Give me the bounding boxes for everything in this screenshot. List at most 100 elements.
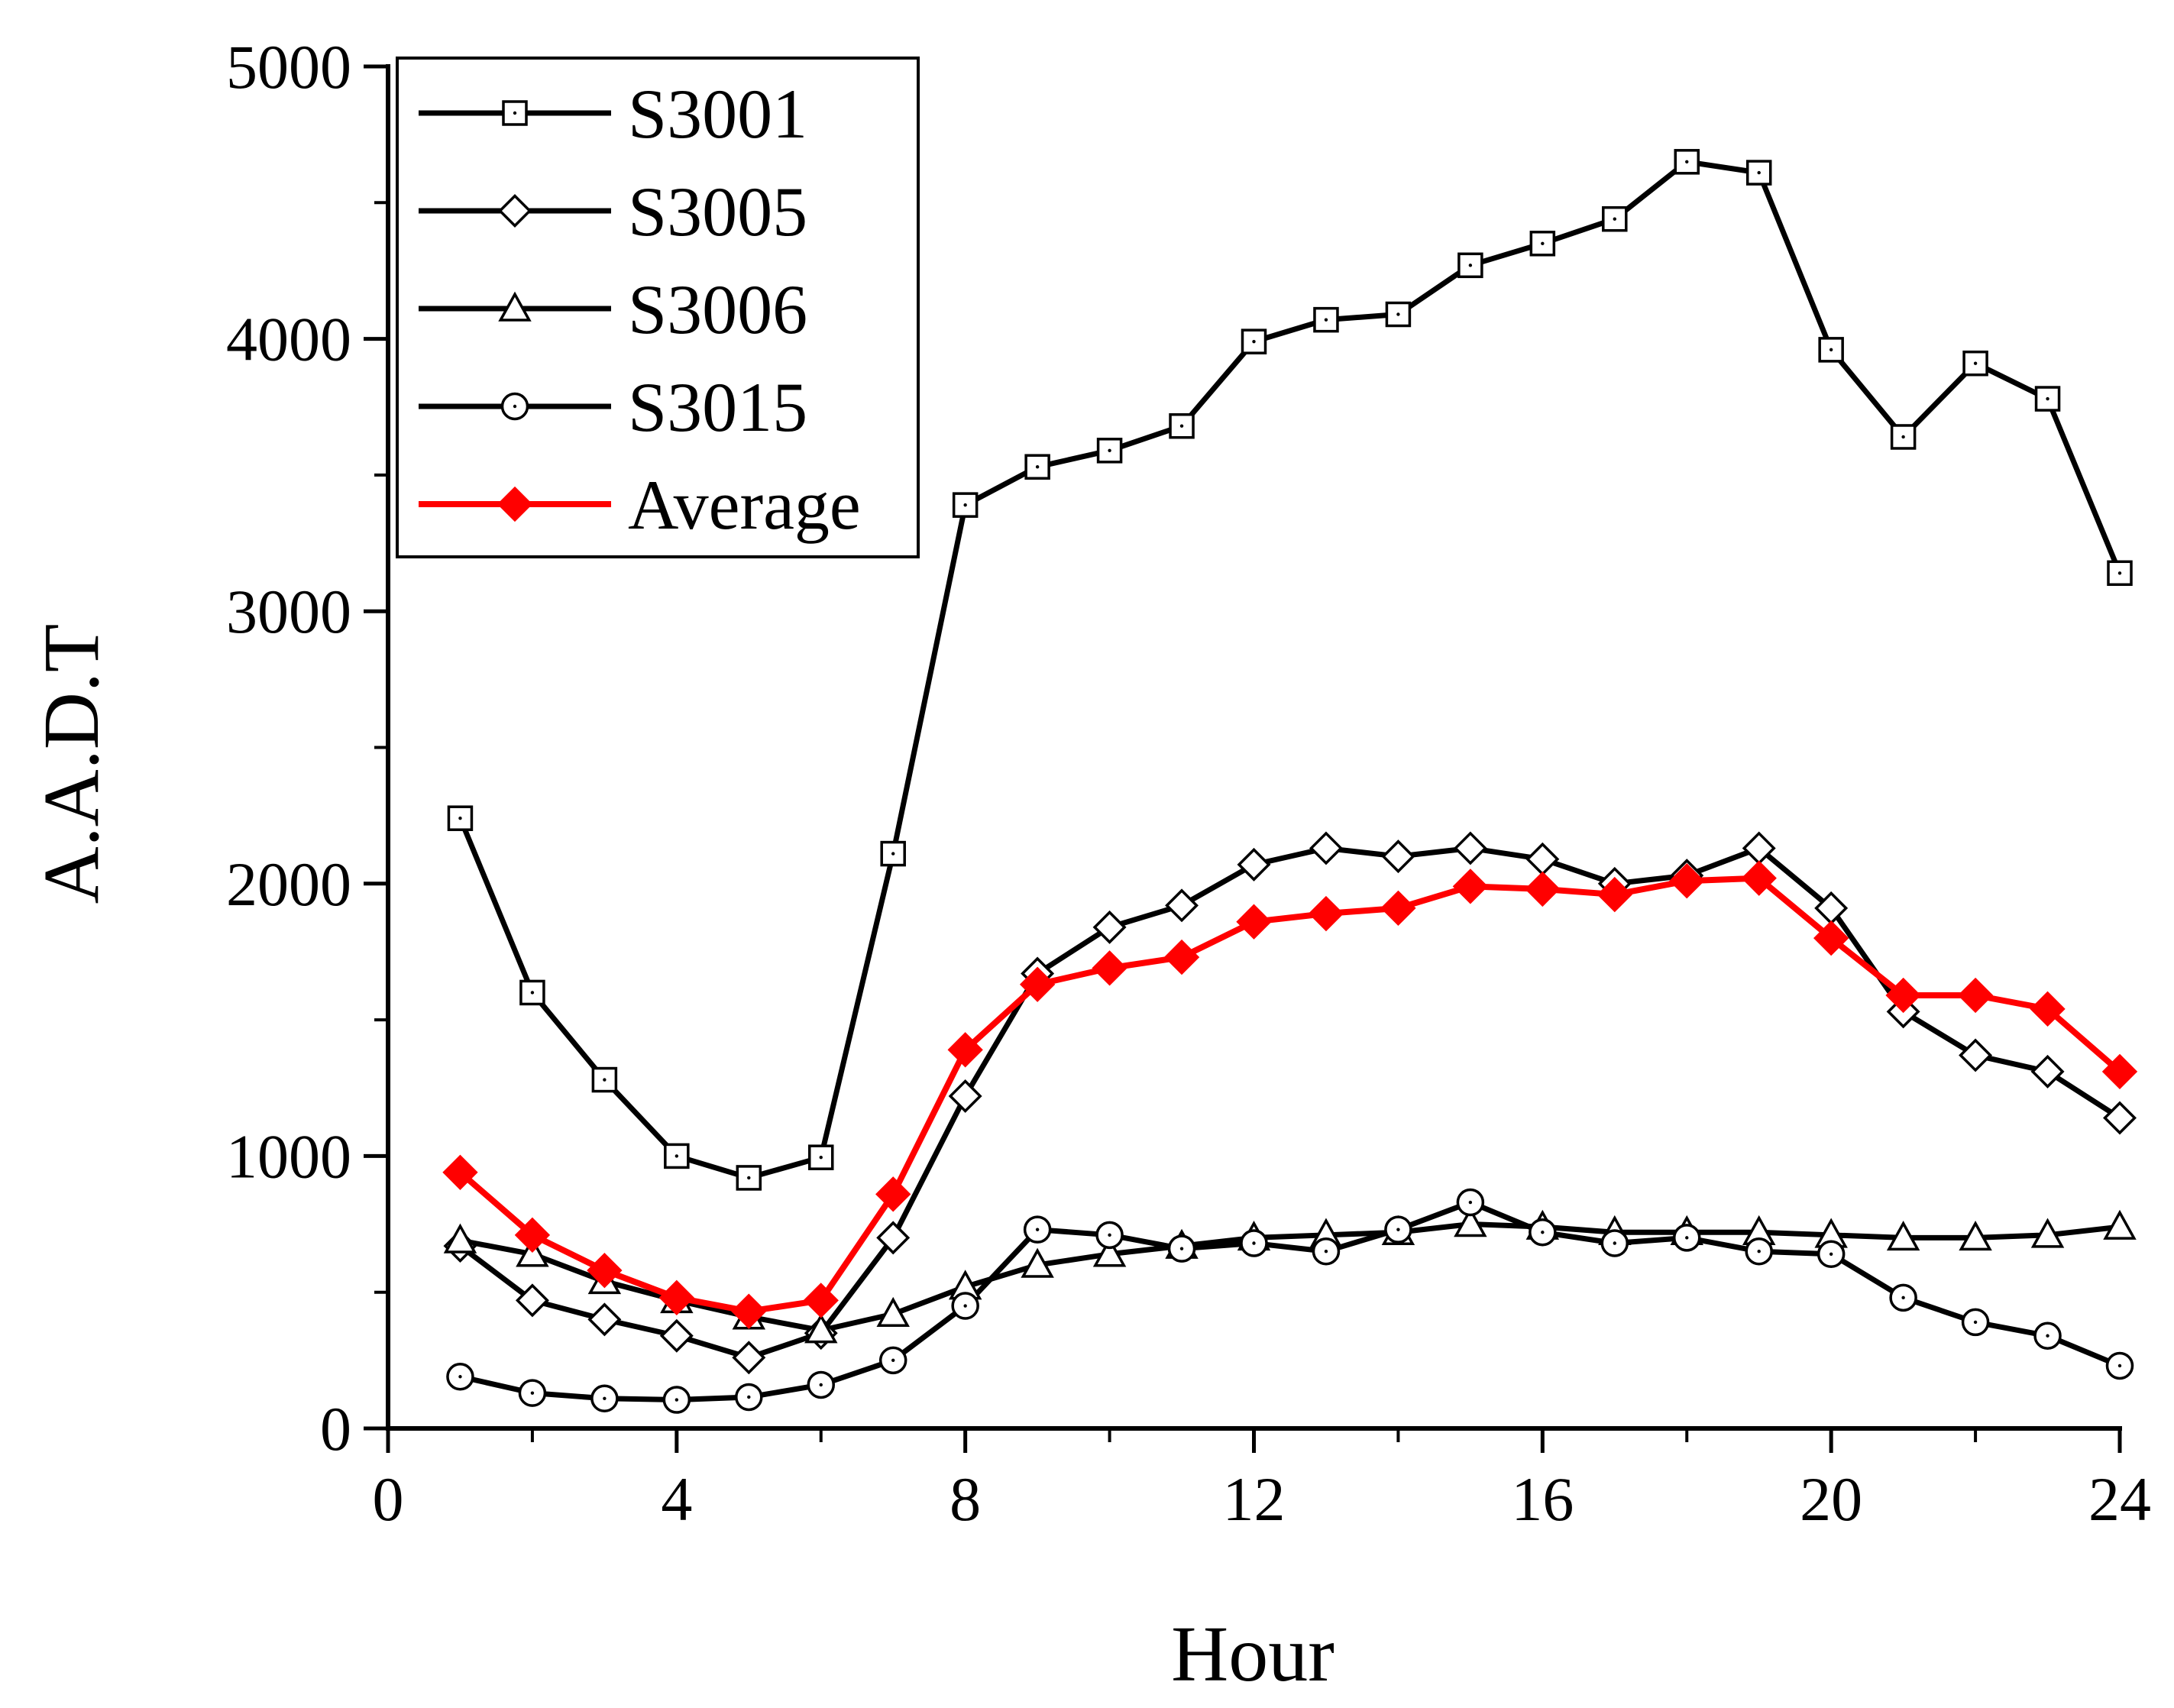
point-s3001-16-shape [1529,231,1556,257]
point-s3015-5-dot [747,1395,751,1399]
legend: S3001 S3005 S3006 S3015 Average [396,57,920,558]
series-line-s3005 [457,845,2123,1360]
point-s3015-7-dot [891,1358,895,1363]
point-s3005-11 [1165,888,1199,923]
point-s3015-15-dot [1468,1200,1473,1205]
point-s3005-4 [659,1318,694,1353]
point-s3015-18-dot [1685,1236,1689,1240]
point-s3006-15 [1454,1207,1487,1237]
point-s3015-23 [2033,1321,2062,1351]
legend-marker-average [497,486,533,522]
point-s3001-8-dot [963,503,967,507]
point-s3001-18-dot [1685,160,1689,164]
point-s3015-12-dot [1252,1241,1256,1245]
point-s3001-11 [1169,412,1195,439]
legend-label-s3005: S3005 [628,173,807,251]
series-points-s3006 [443,1207,2137,1344]
point-s3001-12 [1241,328,1267,354]
x-tick-label-4: 4 [661,1464,692,1534]
point-s3015-12 [1240,1229,1268,1257]
point-s3015-15 [1456,1188,1485,1217]
point-s3015-10-dot [1108,1233,1111,1237]
point-s3001-24-shape [2107,560,2133,587]
y-tick-label-5000: 5000 [226,32,351,102]
x-tick-label-20: 20 [1800,1464,1862,1534]
x-axis-title: Hour [1171,1610,1334,1698]
x-tick-label-16: 16 [1511,1464,1574,1534]
point-s3005-22 [1959,1038,1993,1072]
point-s3001-3 [591,1066,618,1093]
point-s3015-24 [2105,1351,2134,1380]
point-s3015-16 [1529,1218,1557,1247]
axes: 0 4 8 12 16 20 24 0 1000 2000 3000 4000 5000 [226,32,2151,1534]
point-s3015-4-dot [675,1398,679,1402]
point-s3015-8 [951,1292,979,1320]
point-s3001-7 [880,840,906,867]
point-s3015-19-dot [1757,1250,1761,1254]
point-s3001-12-dot [1252,339,1256,344]
point-s3005-3 [587,1302,622,1337]
point-s3015-23-dot [2046,1334,2049,1338]
point-s3015-5 [735,1383,763,1412]
y-tick-label-1000: 1000 [226,1121,351,1191]
y-tick-label-2000: 2000 [226,849,351,919]
point-s3001-3-dot [603,1078,607,1082]
point-s3015-3-dot [603,1396,607,1400]
point-s3015-20-dot [1829,1252,1833,1256]
point-s3001-19-dot [1757,170,1761,175]
point-s3015-11-dot [1179,1247,1184,1250]
point-s3001-15-dot [1468,264,1473,267]
point-s3015-2 [518,1379,547,1407]
point-s3001-11-dot [1179,424,1184,428]
point-s3015-21 [1889,1283,1917,1312]
point-s3015-1-dot [458,1375,462,1379]
point-s3001-15 [1457,252,1483,279]
point-s3006-22 [1959,1221,1992,1251]
point-average-23 [2030,991,2066,1027]
point-s3005-10 [1092,910,1127,944]
y-tick-label-3000: 3000 [226,577,351,646]
x-tick-label-0: 0 [373,1464,404,1534]
point-s3005-15 [1453,831,1487,865]
point-s3001-4-dot [675,1154,679,1158]
point-s3015-10 [1095,1221,1124,1250]
point-s3001-17 [1602,205,1628,232]
point-s3006-10 [1092,1237,1127,1267]
point-s3001-20 [1818,337,1844,363]
point-s3006-23 [2030,1218,2065,1248]
legend-marker-s3015 [500,392,529,421]
point-s3005-7 [876,1221,911,1255]
legend-label-s3001: S3001 [628,75,807,153]
point-average-13 [1308,895,1344,932]
point-s3001-22 [1962,350,1988,377]
point-average-9 [1019,966,1056,1002]
point-s3015-7 [878,1346,907,1375]
point-s3006-6 [804,1313,838,1344]
point-s3005-12 [1237,847,1271,881]
point-average-1 [442,1154,478,1190]
point-average-19 [1741,860,1777,896]
point-s3005-23 [2030,1054,2065,1089]
point-s3001-9 [1024,454,1050,480]
point-s3001-10-dot [1108,448,1111,453]
legend-item-s3015: S3015 [419,368,807,446]
point-s3015-20 [1817,1240,1846,1269]
point-s3005-13 [1309,831,1343,865]
point-s3015-14 [1384,1215,1412,1244]
point-s3015-9 [1023,1215,1052,1244]
point-s3001-14-dot [1396,312,1400,316]
point-average-16 [1525,871,1561,907]
point-average-4 [658,1279,694,1315]
point-s3001-23-dot [2046,396,2049,401]
point-s3001-7-dot [891,852,895,856]
point-s3006-9 [1021,1247,1054,1278]
legend-item-average: Average [419,466,861,544]
point-s3005-14 [1381,839,1415,874]
point-s3015-13 [1312,1237,1341,1266]
point-s3001-6-dot [819,1155,823,1160]
point-s3015-13-dot [1324,1250,1328,1254]
y-tick-label-4000: 4000 [226,305,351,374]
point-average-14 [1380,890,1416,927]
point-average-24 [2101,1053,2138,1090]
point-average-21 [1885,977,1921,1014]
